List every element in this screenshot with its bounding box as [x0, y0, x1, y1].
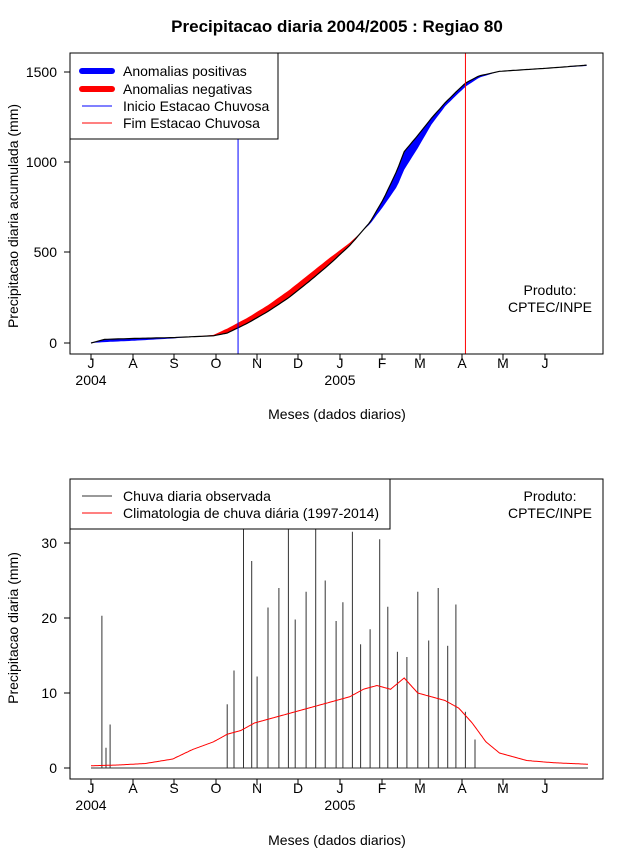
product-label-line: CPTEC/INPE	[508, 505, 592, 521]
anomaly-negative-area	[191, 232, 361, 337]
x-tick-label: J	[542, 780, 549, 796]
product-label: Produto: CPTEC/INPE	[508, 488, 592, 521]
legend-label: Anomalias positivas	[123, 63, 247, 79]
product-label-line: Produto:	[524, 488, 577, 504]
x-tick-label: O	[211, 780, 222, 796]
y-tick-label: 1000	[26, 154, 57, 170]
legend-cumulative: Anomalias positivas Anomalias negativas …	[69, 52, 279, 140]
x-tick-label: N	[252, 780, 262, 796]
y-axis-daily: 0 10 20 30 Precipitacao diaria (mm)	[5, 535, 70, 776]
x-axis-cumulative: J A S O N D J F M A M J 2004 2005 Meses …	[75, 353, 549, 422]
y-axis-title: Precipitacao diaria acumulada (mm)	[5, 104, 21, 328]
y-tick-label: 10	[41, 685, 57, 701]
product-label: Produto: CPTEC/INPE	[508, 282, 592, 315]
chart-title: Precipitacao diaria 2004/2005 : Regiao 8…	[171, 17, 503, 36]
x-tick-label: J	[337, 355, 344, 371]
x-tick-label: A	[128, 355, 138, 371]
year-label: 2005	[324, 372, 355, 388]
x-tick-label: J	[337, 780, 344, 796]
x-tick-label: D	[293, 355, 303, 371]
y-tick-label: 0	[49, 760, 57, 776]
x-axis-title: Meses (dados diarios)	[268, 406, 406, 422]
y-tick-label: 20	[41, 610, 57, 626]
x-tick-label: J	[88, 780, 95, 796]
x-tick-label: M	[497, 780, 509, 796]
legend-daily: Chuva diaria observada Climatologia de c…	[69, 478, 391, 530]
x-tick-label: J	[542, 355, 549, 371]
y-tick-label: 30	[41, 535, 57, 551]
legend-label: Anomalias negativas	[123, 81, 252, 97]
x-tick-label: J	[88, 355, 95, 371]
legend-label: Inicio Estacao Chuvosa	[123, 98, 270, 114]
x-tick-label: N	[252, 355, 262, 371]
x-tick-label: A	[457, 780, 467, 796]
anomaly-positive-area	[360, 65, 587, 233]
product-label-line: Produto:	[524, 282, 577, 298]
x-tick-label: M	[414, 780, 426, 796]
climatology-daily-line	[90, 677, 589, 767]
y-tick-label: 1500	[26, 64, 57, 80]
year-label: 2004	[75, 797, 106, 813]
x-axis-daily: J A S O N D J F M A M J 2004 2005 Meses …	[75, 778, 549, 848]
daily-plot-area	[90, 479, 589, 769]
product-label-line: CPTEC/INPE	[508, 299, 592, 315]
x-tick-label: A	[128, 780, 138, 796]
legend-label: Fim Estacao Chuvosa	[123, 115, 260, 131]
chart-daily: 0 10 20 30 Precipitacao diaria (mm) J A …	[5, 478, 604, 848]
observed-cumulative-line	[90, 64, 587, 344]
x-axis-title: Meses (dados diarios)	[268, 832, 406, 848]
y-axis-cumulative: 0 500 1000 1500 Precipitacao diaria acum…	[5, 53, 71, 354]
year-label: 2005	[324, 797, 355, 813]
chart-cumulative: Precipitacao diaria 2004/2005 : Regiao 8…	[5, 17, 604, 422]
legend-label: Chuva diaria observada	[123, 488, 271, 504]
x-tick-label: F	[378, 780, 387, 796]
legend-box	[69, 52, 279, 140]
y-tick-label: 500	[34, 244, 58, 260]
x-tick-label: A	[457, 355, 467, 371]
x-tick-label: M	[414, 355, 426, 371]
x-tick-label: S	[169, 780, 178, 796]
x-tick-label: S	[169, 355, 178, 371]
y-tick-label: 0	[49, 335, 57, 351]
x-tick-label: M	[497, 355, 509, 371]
legend-label: Climatologia de chuva diária (1997-2014)	[123, 505, 379, 521]
x-tick-label: O	[211, 355, 222, 371]
x-tick-label: F	[378, 355, 387, 371]
legend-box	[69, 478, 391, 530]
y-axis-title: Precipitacao diaria (mm)	[5, 552, 21, 704]
x-tick-label: D	[293, 780, 303, 796]
year-label: 2004	[75, 372, 106, 388]
